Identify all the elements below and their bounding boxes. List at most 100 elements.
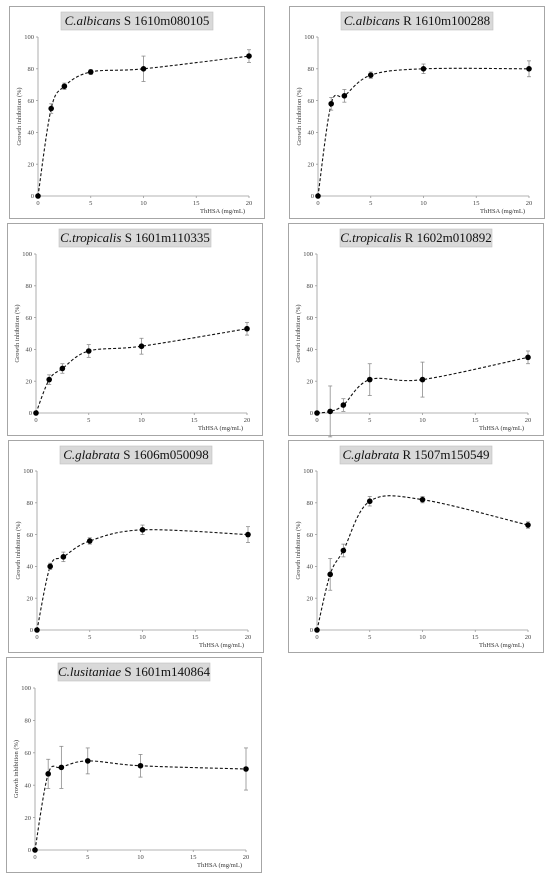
data-point (327, 408, 333, 415)
x-tick-label: 20 (526, 200, 533, 207)
y-tick-label: 20 (26, 378, 33, 385)
x-tick-label: 5 (88, 634, 91, 641)
data-point (243, 766, 249, 772)
y-tick-label: 80 (307, 500, 314, 507)
data-point (87, 69, 94, 75)
chart-panel-2: C.albicans R 1610m100288 0 20 40 60 80 100 0 5 10… (289, 6, 545, 219)
y-tick-label: 60 (307, 532, 314, 539)
x-tick-label: 10 (138, 417, 145, 424)
data-point (138, 343, 145, 350)
chart-panel-3: C.tropicalis S 1601m110335 0 20 40 60 80 100 0 5… (7, 223, 263, 436)
data-point (48, 105, 54, 112)
y-tick-label: 0 (28, 847, 31, 854)
data-point (526, 66, 532, 72)
chart-svg-2: C.albicans R 1610m100288 0 20 40 60 80 100 0 5 10… (296, 11, 533, 215)
y-tick-label: 0 (310, 627, 313, 634)
data-point (85, 348, 92, 354)
y-tick-label: 80 (308, 66, 315, 73)
chart-title-box (339, 445, 493, 465)
x-tick-label: 5 (89, 200, 92, 207)
x-tick-label: 0 (34, 417, 37, 424)
data-point (244, 325, 250, 332)
chart-svg-6: C.glabrata R 1507m150549 0 20 40 60 80 100 0 5 10… (295, 445, 531, 649)
x-tick-label: 0 (35, 634, 38, 641)
data-point (340, 402, 347, 408)
chart-title-strain: S 1606m050098 (120, 447, 209, 462)
data-point (419, 376, 426, 383)
data-point (366, 376, 373, 383)
y-tick-label: 80 (27, 500, 34, 507)
data-point (58, 764, 65, 771)
y-tick-label: 20 (28, 161, 35, 168)
chart-panel-7: C.lusitaniae S 1601m140864 0 20 40 60 80 100 0 5… (6, 657, 262, 873)
x-tick-label: 5 (368, 634, 371, 641)
data-point (525, 522, 531, 528)
y-axis-label: Growth inhibition (%) (15, 521, 22, 579)
y-tick-label: 100 (303, 468, 313, 475)
chart-title-species: C.tropicalis (60, 230, 121, 245)
y-tick-label: 20 (308, 161, 315, 168)
x-tick-label: 5 (87, 417, 90, 424)
chart-title-box (339, 228, 493, 248)
y-tick-label: 0 (311, 193, 314, 200)
y-tick-label: 0 (310, 410, 313, 417)
chart-title: C.tropicalis R 1602m010892 (340, 230, 492, 245)
series-line (36, 529, 249, 631)
chart-title-strain: R 1610m100288 (400, 13, 490, 28)
y-tick-label: 20 (27, 595, 34, 602)
y-tick-label: 100 (23, 468, 33, 475)
data-point (35, 193, 41, 199)
y-tick-label: 20 (25, 815, 32, 822)
chart-title: C.albicans S 1610m080105 (65, 13, 210, 28)
x-axis-label: ThHSA (mg/mL) (479, 425, 524, 432)
y-axis-label: Growth inhibition (%) (16, 87, 23, 145)
y-tick-label: 80 (28, 66, 35, 73)
data-point (367, 72, 374, 78)
x-tick-label: 15 (473, 200, 480, 207)
chart-svg-1: C.albicans S 1610m080105 0 20 40 60 80 100 0 5 10… (16, 11, 252, 215)
chart-title-species: C.glabrata (63, 447, 120, 462)
data-point (33, 410, 39, 416)
x-tick-label: 0 (315, 634, 318, 641)
chart-title-species: C.albicans (65, 13, 121, 28)
y-tick-label: 80 (25, 718, 32, 725)
y-tick-label: 40 (308, 130, 315, 137)
y-axis-label: Growth inhibition (%) (295, 304, 302, 362)
x-tick-label: 5 (368, 417, 371, 424)
chart-title-species: C.glabrata (342, 447, 399, 462)
chart-title-strain: R 1507m150549 (399, 447, 489, 462)
x-tick-label: 0 (315, 417, 318, 424)
data-point (139, 527, 146, 533)
x-axis-label: ThHSA (mg/mL) (199, 642, 244, 649)
chart-title-strain: S 1610m080105 (121, 13, 210, 28)
y-axis-label: Growth inhibition (%) (13, 740, 20, 798)
y-tick-label: 60 (27, 532, 34, 539)
data-point (340, 547, 347, 554)
data-point (60, 554, 67, 560)
x-tick-label: 10 (140, 200, 147, 207)
chart-panel-1: C.albicans S 1610m080105 0 20 40 60 80 100 0 5 10… (9, 6, 265, 219)
x-axis-label: ThHSA (mg/mL) (198, 425, 243, 432)
data-point (59, 365, 66, 372)
x-tick-label: 15 (191, 417, 198, 424)
x-tick-label: 15 (472, 417, 479, 424)
y-tick-label: 0 (31, 193, 34, 200)
x-tick-label: 20 (243, 854, 250, 861)
series-line (34, 760, 247, 851)
data-point (46, 376, 52, 383)
data-point (419, 496, 426, 503)
y-tick-label: 80 (307, 283, 314, 290)
x-axis-label: ThHSA (mg/mL) (200, 208, 245, 215)
chart-svg-4: C.tropicalis R 1602m010892 0 20 40 60 80 100 0 5… (295, 228, 532, 438)
y-axis-label: Growth inhibition (%) (296, 87, 303, 145)
y-tick-label: 40 (26, 347, 33, 354)
chart-title-box (59, 445, 213, 465)
x-tick-label: 20 (525, 417, 532, 424)
data-point (314, 627, 320, 633)
chart-title: C.albicans R 1610m100288 (344, 13, 490, 28)
y-tick-label: 100 (304, 34, 314, 41)
y-tick-label: 80 (26, 283, 33, 290)
data-point (315, 193, 321, 199)
x-tick-label: 15 (472, 634, 479, 641)
y-tick-label: 100 (21, 685, 31, 692)
